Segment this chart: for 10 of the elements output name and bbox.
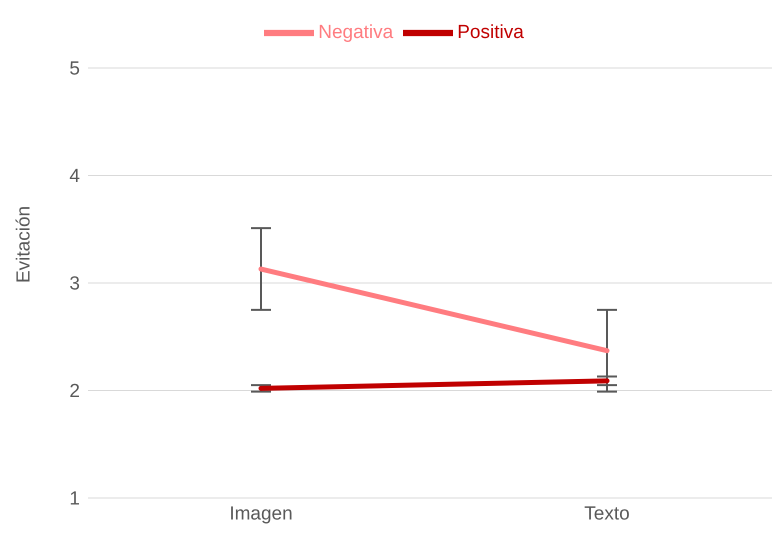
x-tick-label: Imagen <box>229 503 293 524</box>
y-tick-label: 4 <box>69 166 80 188</box>
legend-label: Negativa <box>318 22 394 44</box>
y-tick-label: 2 <box>69 381 80 402</box>
legend-label: Positiva <box>457 22 524 44</box>
x-tick-label: Texto <box>584 503 630 524</box>
y-tick-label: 1 <box>69 488 80 510</box>
y-axis-title: Evitación <box>14 206 35 283</box>
y-tick-label: 3 <box>69 274 80 295</box>
y-tick-label: 5 <box>69 58 80 80</box>
